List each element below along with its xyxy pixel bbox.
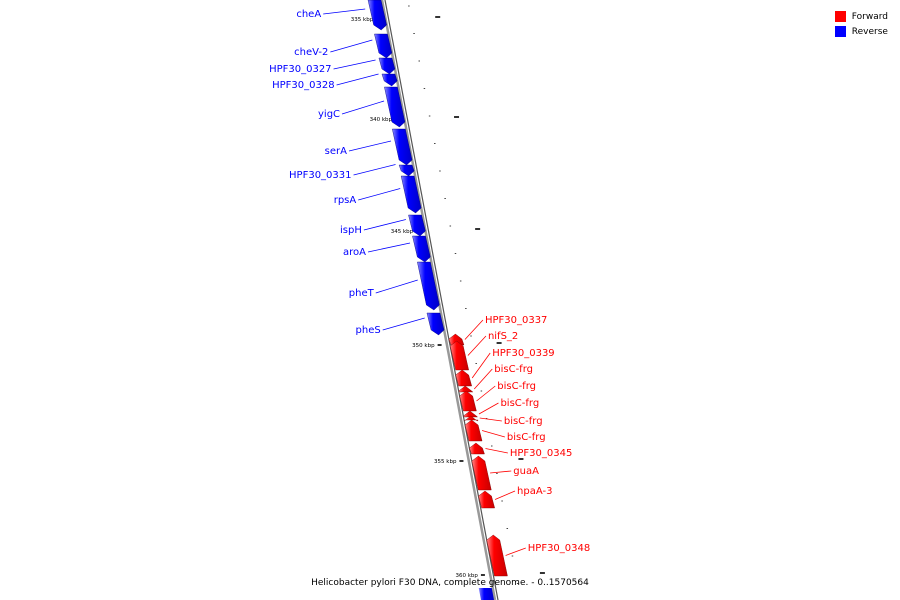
gene-bisC-frg[interactable] [463,410,479,418]
legend-item-forward: Forward [834,9,888,24]
leader-line [336,73,379,86]
forward-swatch [834,11,846,22]
leader-line [375,279,418,294]
gene-bisC-frg[interactable] [458,385,474,393]
gene-guaA[interactable] [471,455,492,491]
gene-label[interactable]: HPF30_0331 [289,170,351,181]
gene-HPF30_0328[interactable] [381,73,398,87]
leader-line [333,59,376,70]
gene-label[interactable]: ispH [340,225,362,236]
gene-label[interactable]: pheS [356,325,381,336]
gene-bisC-frg[interactable] [459,390,477,412]
leader-line [464,319,484,340]
gene-label[interactable]: HPF30_0348 [528,543,590,554]
gene-rpsA[interactable] [400,175,422,214]
gene-label[interactable]: bisC-frg [497,381,536,392]
gene-HPF30_0348[interactable] [486,534,508,577]
gene-label[interactable]: HPF30_0337 [485,315,547,326]
gene-cheV-2[interactable] [374,33,393,59]
gene-label[interactable]: HPF30_0328 [272,80,334,91]
gene-serA[interactable] [392,128,413,166]
gene-label[interactable]: bisC-frg [507,432,546,443]
leader-line [478,402,499,415]
gene-label[interactable]: cheV-2 [294,47,328,58]
tick-label: 340 kbp [370,117,393,123]
leader-line [494,490,516,500]
gene-pheS[interactable] [426,312,445,336]
legend-item-reverse: Reverse [834,24,888,39]
gene-label[interactable]: guaA [513,466,539,477]
leader-line [382,317,425,331]
gene-label[interactable]: aroA [343,247,366,258]
legend-label-reverse: Reverse [851,26,888,37]
gene-HPF30_0327[interactable] [378,57,396,75]
gene-label[interactable]: rpsA [334,195,357,206]
gene-HPF30_0339[interactable] [455,369,472,387]
gene-label[interactable]: bisC-frg [494,364,533,375]
leader-line [481,430,505,438]
reverse-swatch [834,26,846,37]
gene-nifS_2[interactable] [449,340,469,371]
tick-label: 335 kbp [351,17,374,23]
gene-label[interactable]: hpaA-3 [517,486,552,497]
leader-line [367,242,411,253]
gene-label[interactable]: bisC-frg [500,398,539,409]
tick-label: 345 kbp [391,229,414,235]
backbone-shadow [384,0,499,600]
gene-aroA[interactable] [412,235,431,263]
gene-label[interactable]: HPF30_0339 [492,348,554,359]
gene-label[interactable]: cheA [296,9,321,20]
gene-cheA[interactable] [367,0,387,31]
gene-label[interactable]: yigC [318,109,340,120]
legend-label-forward: Forward [851,11,888,22]
gene-label[interactable]: HPF30_0327 [269,64,331,75]
gene-label[interactable]: nifS_2 [488,331,518,342]
gene-next-reverse[interactable] [478,588,494,600]
gene-label[interactable]: pheT [349,288,375,299]
gene-pheT[interactable] [417,261,440,311]
gene-HPF30_0331[interactable] [398,164,415,177]
tick-label: 360 kbp [455,573,478,579]
gene-bisC-frg[interactable] [464,415,479,422]
leader-line [473,368,493,390]
leader-line [505,547,526,556]
gene-ispH[interactable] [408,214,426,237]
tick-label: 355 kbp [434,459,457,465]
gene-HPF30_0337[interactable] [448,333,465,346]
gene-bisC-frg[interactable] [464,419,483,442]
leader-line [467,335,487,356]
leader-line [353,164,396,176]
gene-label[interactable]: serA [325,146,347,157]
leader-line [358,188,401,201]
gene-hpaA-3[interactable] [478,490,495,509]
legend: Forward Reverse [834,9,888,39]
tick-label: 350 kbp [412,343,435,349]
leader-line [341,100,385,115]
gene-HPF30_0345[interactable] [469,442,485,455]
leader-line [471,352,491,379]
leader-line [330,39,373,53]
leader-line [490,470,512,474]
leader-line [479,417,502,422]
leader-line [348,140,392,152]
gene-label[interactable]: HPF30_0345 [510,448,572,459]
genome-caption: Helicobacter pylori F30 DNA, complete ge… [311,578,589,588]
leader-line [323,8,366,15]
gene-label[interactable]: bisC-frg [504,416,543,427]
leader-line [476,385,496,402]
leader-line [363,219,406,231]
leader-line [485,448,508,454]
gene-yigC[interactable] [384,86,406,128]
